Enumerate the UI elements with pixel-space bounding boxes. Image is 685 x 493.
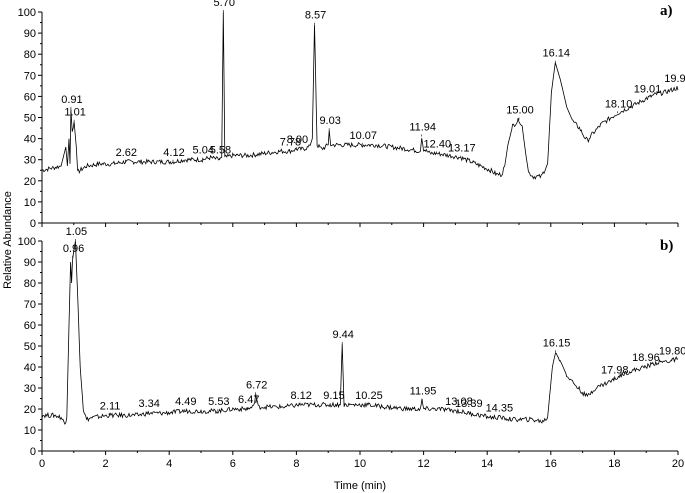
panel-a: 0 10 20 30 40 50 60 70 80 90 100 0.911.01 2.62 4.12 5.…	[18, 0, 685, 230]
peak-label: 14.35	[486, 402, 514, 414]
x-tick-label: 4	[166, 458, 172, 470]
panel-b: 0 10 20 30 40 50 60 70 80 90 100 0 2 4 6 8 10 12 14 16 18 20 0…	[18, 226, 685, 470]
y-tick-label: 70	[24, 70, 36, 82]
peak-label: 16.14	[542, 48, 570, 60]
peak-label: 9.03	[319, 115, 340, 127]
y-tick-label: 10	[24, 425, 36, 437]
peak-label: 8.00	[287, 134, 308, 146]
peak-label: 0.91	[61, 94, 82, 106]
peak-label: 19.01	[634, 84, 662, 96]
peak-label: 5.70	[214, 0, 235, 9]
y-axis-label: Relative Abundance	[2, 191, 14, 289]
y-tick-label: 90	[24, 28, 36, 40]
peak-label: 18.10	[605, 98, 633, 110]
x-tick-label: 8	[293, 458, 299, 470]
peak-label: 2.11	[100, 400, 121, 412]
peak-label: 13.08	[445, 396, 473, 408]
y-tick-label: 80	[24, 278, 36, 290]
peak-label: 13.17	[448, 143, 476, 155]
peak-label: 10.25	[355, 390, 383, 402]
x-tick-label: 2	[103, 458, 109, 470]
peak-label: 7.78	[280, 136, 301, 148]
peak-label: 19.97	[664, 73, 685, 85]
chromatogram-trace	[41, 11, 679, 180]
panel-b-label: b)	[660, 238, 673, 254]
peak-label: 4.49	[175, 396, 196, 408]
y-tick-label: 90	[24, 257, 36, 269]
y-tick-label: 100	[18, 236, 36, 248]
peak-label: 19.80	[659, 346, 685, 358]
x-tick-label: 6	[230, 458, 236, 470]
y-tick-label: 0	[30, 218, 36, 230]
peak-label: 12.40	[424, 138, 452, 150]
x-tick-label: 14	[481, 458, 493, 470]
peak-label: 16.15	[543, 337, 571, 349]
peak-label: 10.07	[349, 130, 377, 142]
peak-label: 15.00	[506, 105, 534, 117]
peak-label: 5.53	[208, 396, 229, 408]
y-tick-label: 40	[24, 134, 36, 146]
peak-label: 1.05	[66, 226, 87, 238]
y-tick-label: 50	[24, 113, 36, 125]
peak-label: 0.96	[63, 243, 84, 255]
x-tick-label: 10	[354, 458, 366, 470]
x-tick-label: 12	[417, 458, 429, 470]
peak-label: 5.58	[210, 145, 231, 157]
peak-label: 6.47	[238, 394, 259, 406]
y-tick-label: 20	[24, 404, 36, 416]
y-tick-label: 40	[24, 362, 36, 374]
peak-label: 13.39	[455, 398, 483, 410]
peak-label: 8.57	[305, 10, 326, 22]
x-tick-label: 0	[39, 458, 45, 470]
y-tick-label: 20	[24, 176, 36, 188]
y-tick-label: 60	[24, 320, 36, 332]
x-tick-label: 16	[545, 458, 557, 470]
panel-a-label: a)	[660, 3, 673, 19]
x-axis-label: Time (min)	[334, 480, 386, 492]
peak-label: 1.01	[64, 107, 85, 119]
peak-label: 18.96	[632, 352, 660, 364]
peak-label: 9.44	[332, 329, 353, 341]
y-tick-label: 100	[18, 7, 36, 19]
peak-label: 11.94	[409, 121, 436, 133]
y-tick-label: 10	[24, 197, 36, 209]
peak-label: 4.12	[163, 147, 184, 159]
y-tick-label: 80	[24, 49, 36, 61]
y-tick-label: 30	[24, 383, 36, 395]
x-tick-label: 20	[672, 458, 684, 470]
y-tick-label: 30	[24, 155, 36, 167]
peak-label: 9.15	[323, 390, 344, 402]
peak-label: 3.34	[139, 398, 160, 410]
y-tick-label: 0	[30, 446, 36, 458]
peak-label: 11.95	[410, 386, 437, 398]
y-tick-label: 50	[24, 341, 36, 353]
y-tick-label: 60	[24, 91, 36, 103]
peak-label: 17.98	[601, 365, 629, 377]
peak-label: 8.12	[291, 390, 312, 402]
y-tick-label: 70	[24, 299, 36, 311]
x-tick-label: 18	[608, 458, 620, 470]
peak-label: 6.72	[246, 379, 267, 391]
peak-label: 5.04	[193, 145, 214, 157]
peak-label: 2.62	[116, 147, 137, 159]
